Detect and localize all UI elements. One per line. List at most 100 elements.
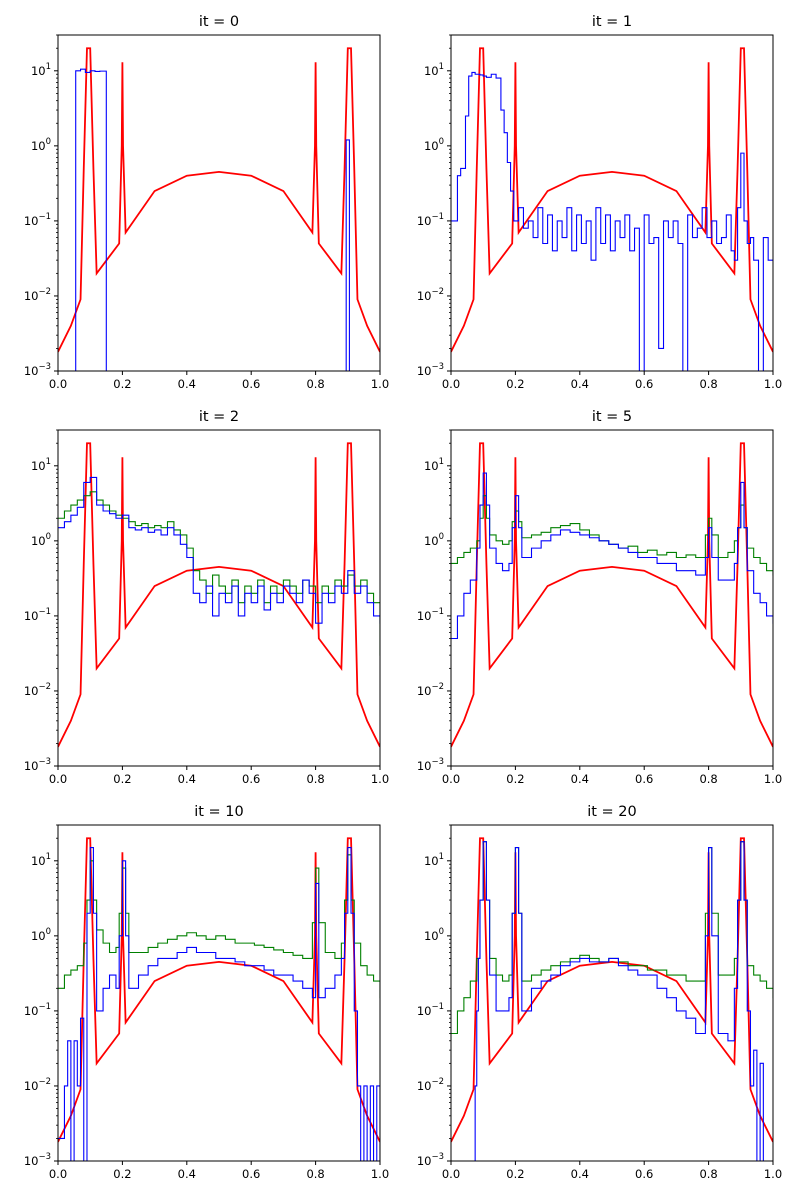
x-tick-label-0-2: 0.4 (178, 377, 196, 391)
axes-frame-4 (57, 824, 381, 1162)
x-tick-label-3-2: 0.4 (571, 772, 589, 786)
y-tick-exponent: −1 (38, 1002, 51, 1012)
y-tick-label-1-3: 100 (424, 137, 444, 153)
y-tick-base: 10 (24, 364, 39, 378)
y-tick-exponent: 1 (439, 62, 444, 72)
chart-panel-5: it = 200.0 0.2 0.4 0.6 0.8 1.010−310−210−1100… (417, 804, 782, 1181)
y-tick-base: 10 (424, 854, 439, 868)
axes-frame-0 (57, 34, 381, 372)
y-tick-base: 10 (424, 534, 439, 548)
y-tick-label-2-2: 10−1 (24, 607, 51, 623)
y-tick-label-3-3: 100 (424, 532, 444, 548)
x-tick-label-4-2: 0.4 (178, 1167, 196, 1181)
x-tick-label-0-4: 0.8 (306, 377, 324, 391)
y-tick-base: 10 (424, 139, 439, 153)
y-tick-label-0-0: 10−3 (24, 362, 51, 378)
x-tick-label-2-0: 0.0 (49, 772, 67, 786)
y-tick-label-5-2: 10−1 (417, 1002, 444, 1018)
y-tick-label-5-3: 100 (424, 927, 444, 943)
chart-title-1: it = 1 (592, 14, 632, 30)
y-tick-base: 10 (417, 1079, 432, 1093)
axes-frame-1 (450, 34, 774, 372)
y-tick-label-5-4: 101 (424, 852, 444, 868)
y-tick-exponent: 1 (439, 852, 444, 862)
y-tick-exponent: −2 (38, 682, 51, 692)
x-tick-label-4-0: 0.0 (49, 1167, 67, 1181)
plot-area-0 (58, 47, 380, 371)
axes-frame-3 (450, 429, 774, 767)
y-tick-label-4-3: 100 (31, 927, 51, 943)
chart-panel-2: it = 20.0 0.2 0.4 0.6 0.8 1.010−310−210−11001… (24, 409, 389, 786)
histogram-series-2-1 (58, 491, 380, 656)
y-tick-exponent: 1 (46, 62, 51, 72)
y-tick-exponent: −3 (38, 1152, 51, 1162)
x-tick-label-3-1: 0.2 (506, 772, 524, 786)
y-tick-label-0-2: 10−1 (24, 212, 51, 228)
y-tick-base: 10 (24, 684, 39, 698)
histogram-series-4-2 (58, 847, 380, 1161)
y-tick-exponent: 0 (439, 532, 444, 542)
x-tick-label-4-3: 0.6 (242, 1167, 260, 1181)
x-tick-label-4-1: 0.2 (113, 1167, 131, 1181)
y-tick-base: 10 (24, 1079, 39, 1093)
y-tick-base: 10 (417, 364, 432, 378)
chart-panel-0: it = 00.0 0.2 0.4 0.6 0.8 1.010−310−210−11001… (24, 14, 389, 391)
y-tick-exponent: 0 (46, 137, 51, 147)
y-tick-exponent: −1 (431, 607, 444, 617)
plot-area-5 (451, 837, 773, 1161)
y-tick-label-1-2: 10−1 (417, 212, 444, 228)
y-tick-exponent: 0 (439, 137, 444, 147)
y-tick-base: 10 (417, 684, 432, 698)
y-tick-base: 10 (24, 214, 39, 228)
y-tick-base: 10 (424, 929, 439, 943)
target-curve-2-0 (58, 442, 380, 748)
x-tick-label-2-5: 1.0 (371, 772, 389, 786)
chart-panel-3: it = 50.0 0.2 0.4 0.6 0.8 1.010−310−210−11001… (417, 409, 782, 786)
y-tick-label-2-0: 10−3 (24, 757, 51, 773)
y-tick-base: 10 (424, 64, 439, 78)
y-tick-base: 10 (31, 139, 46, 153)
x-tick-label-1-4: 0.8 (699, 377, 717, 391)
chart-title-4: it = 10 (194, 804, 244, 820)
y-tick-exponent: −2 (38, 1077, 51, 1087)
x-tick-label-1-0: 0.0 (442, 377, 460, 391)
y-tick-exponent: −3 (431, 362, 444, 372)
x-tick-label-4-4: 0.8 (306, 1167, 324, 1181)
y-tick-exponent: −2 (431, 287, 444, 297)
y-tick-exponent: 1 (46, 852, 51, 862)
axes-frame-5 (450, 824, 774, 1162)
target-curve-0-0 (58, 47, 380, 353)
y-tick-label-1-0: 10−3 (417, 362, 444, 378)
y-tick-label-1-1: 10−2 (417, 287, 444, 303)
x-tick-label-5-1: 0.2 (506, 1167, 524, 1181)
y-tick-exponent: −1 (431, 1002, 444, 1012)
y-tick-label-3-0: 10−3 (417, 757, 444, 773)
y-tick-base: 10 (417, 1154, 432, 1168)
x-tick-label-1-3: 0.6 (635, 377, 653, 391)
y-tick-base: 10 (24, 1004, 39, 1018)
y-tick-exponent: −2 (38, 287, 51, 297)
x-tick-label-4-5: 1.0 (371, 1167, 389, 1181)
chart-title-5: it = 20 (587, 804, 637, 820)
y-tick-exponent: 1 (46, 457, 51, 467)
x-tick-label-3-4: 0.8 (699, 772, 717, 786)
target-curve-1-0 (451, 47, 773, 353)
y-tick-base: 10 (31, 534, 46, 548)
target-curve-3-0 (451, 442, 773, 748)
x-tick-label-0-5: 1.0 (371, 377, 389, 391)
y-tick-label-0-1: 10−2 (24, 287, 51, 303)
x-tick-label-0-0: 0.0 (49, 377, 67, 391)
plot-area-1 (451, 47, 773, 371)
histogram-series-2-2 (58, 476, 380, 624)
y-tick-exponent: −3 (38, 362, 51, 372)
y-tick-base: 10 (417, 289, 432, 303)
y-tick-label-4-2: 10−1 (24, 1002, 51, 1018)
y-tick-base: 10 (31, 64, 46, 78)
y-tick-exponent: −1 (38, 607, 51, 617)
y-tick-exponent: −1 (431, 212, 444, 222)
x-tick-label-2-2: 0.4 (178, 772, 196, 786)
histogram-series-5-2 (451, 841, 772, 1161)
y-tick-exponent: 1 (439, 457, 444, 467)
x-tick-label-1-5: 1.0 (764, 377, 782, 391)
